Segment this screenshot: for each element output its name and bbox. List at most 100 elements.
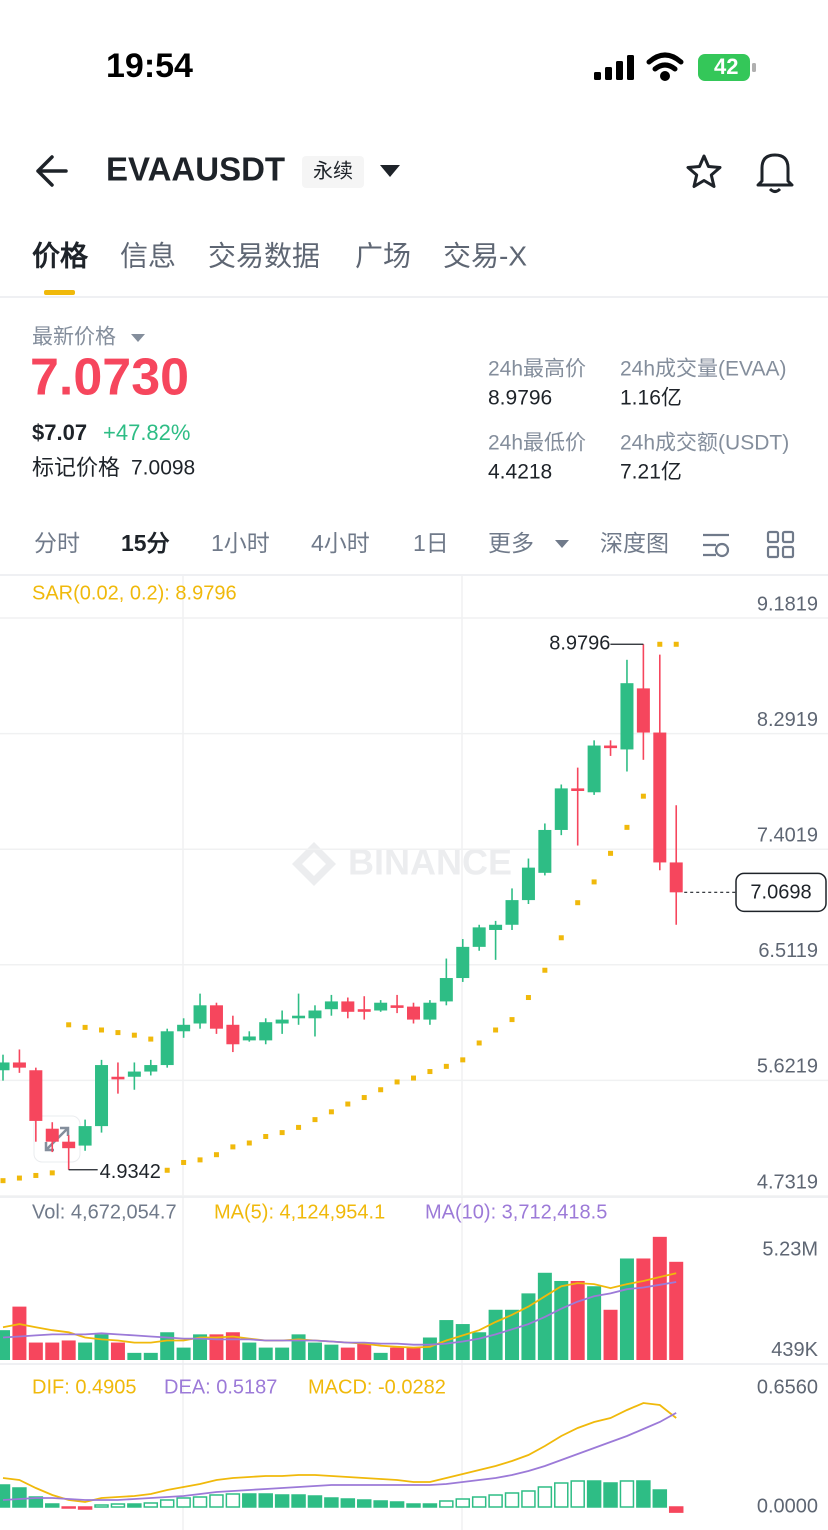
interval[interactable]: 分时 <box>34 530 80 556</box>
candle-body <box>456 946 470 979</box>
macd-bar <box>45 1503 60 1508</box>
volume-bar <box>307 1342 322 1360</box>
back-button[interactable] <box>36 155 68 187</box>
sar-dot <box>131 1032 137 1038</box>
candle-body <box>636 688 650 733</box>
candle-body <box>275 1019 289 1024</box>
sar-dot <box>230 1144 236 1150</box>
volume-bar <box>94 1334 109 1360</box>
last-price: 7.0730 <box>30 349 189 407</box>
legend-entry: MA(10): 3,712,418.5 <box>425 1201 607 1223</box>
stat-value: 8.9796 <box>488 387 552 410</box>
contract-tag-bg <box>302 156 364 188</box>
candle-body <box>193 1005 207 1024</box>
sar-dot <box>476 1040 482 1046</box>
tab[interactable]: 广场 <box>355 240 411 271</box>
macd-bar <box>225 1493 241 1508</box>
macd-bar <box>603 1482 618 1508</box>
volume-bar <box>110 1342 125 1360</box>
volume-bar <box>78 1342 93 1360</box>
sar-dot <box>361 1095 367 1101</box>
candle-body <box>144 1065 158 1072</box>
price-dropdown[interactable] <box>131 334 145 342</box>
volume-bar <box>291 1334 306 1360</box>
candle-body <box>653 732 667 863</box>
volume-bar <box>603 1309 618 1360</box>
sar-dot <box>197 1157 203 1163</box>
volume-bar <box>127 1352 142 1360</box>
battery-level: 42 <box>714 54 738 79</box>
layout-button[interactable] <box>766 530 795 559</box>
sar-dot <box>148 1036 154 1042</box>
candle-body <box>374 1002 388 1011</box>
last-price-box <box>735 872 827 913</box>
volume-bar <box>242 1342 257 1360</box>
watermark: BINANCE <box>292 842 512 886</box>
sar-dot <box>640 793 646 799</box>
volume-bar <box>193 1334 208 1360</box>
ma-line <box>2 1281 677 1346</box>
tab[interactable]: 价格 <box>32 240 89 271</box>
favorite-button[interactable] <box>686 154 722 188</box>
sar-dot <box>608 850 614 856</box>
volume-bar <box>669 1261 684 1360</box>
sar-dot <box>328 1109 334 1115</box>
alert-button[interactable] <box>756 153 794 193</box>
candle-body <box>423 1002 437 1020</box>
volume-bar <box>209 1334 224 1360</box>
macd-bar <box>636 1480 651 1508</box>
y-tick-label: 8.2919 <box>757 709 818 731</box>
candle-body <box>538 829 552 873</box>
volume-bar <box>406 1347 421 1360</box>
macd-bar <box>652 1489 668 1508</box>
symbol[interactable]: EVAAUSDT <box>106 151 285 188</box>
legend-entry: Vol: 4,672,054.7 <box>32 1201 177 1223</box>
clock: 19:54 <box>106 47 193 85</box>
candle-body <box>620 683 634 750</box>
wifi-icon <box>646 52 684 81</box>
candle-body <box>472 927 486 947</box>
symbol-dropdown[interactable] <box>380 165 400 177</box>
volume-bar <box>340 1347 355 1360</box>
interval[interactable]: 1日 <box>413 530 449 556</box>
tab[interactable]: 交易数据 <box>208 240 320 271</box>
candle-body <box>111 1076 125 1080</box>
high-marker: 8.9796 <box>549 633 610 655</box>
interval[interactable]: 15分 <box>121 530 170 556</box>
y-tick-label: 9.1819 <box>757 593 818 615</box>
volume-bar <box>373 1352 388 1360</box>
more-dropdown[interactable] <box>555 540 569 548</box>
macd-bar <box>439 1500 454 1508</box>
macd-bar <box>77 1506 93 1510</box>
interval[interactable]: 4小时 <box>311 530 370 556</box>
stat-value: 4.4218 <box>488 461 552 484</box>
candle-body <box>341 1001 355 1012</box>
usd-price: $7.07 <box>32 420 87 445</box>
sar-dot <box>312 1117 318 1123</box>
interval[interactable]: 更多 <box>488 530 534 556</box>
candle-body <box>292 1015 306 1019</box>
tab[interactable]: 信息 <box>120 240 176 271</box>
candle-body <box>357 1009 371 1012</box>
sar-dot <box>575 900 581 906</box>
tab[interactable]: 交易-X <box>443 240 527 271</box>
candle-body <box>209 1005 223 1029</box>
interval[interactable]: 深度图 <box>600 530 669 556</box>
volume-bar <box>0 1330 10 1360</box>
macd-bar <box>570 1480 585 1508</box>
candle-body <box>62 1141 76 1149</box>
volume-bar <box>143 1352 158 1360</box>
macd-bar <box>521 1490 536 1508</box>
sar-dot <box>427 1069 433 1075</box>
interval[interactable]: 1小时 <box>211 530 270 556</box>
indicator-settings[interactable] <box>703 533 730 558</box>
candle-body <box>45 1128 59 1142</box>
candle-body <box>0 1062 10 1071</box>
y-tick-label: 5.6219 <box>757 1056 818 1078</box>
sar-dot <box>0 1178 6 1184</box>
macd-bar <box>176 1497 191 1508</box>
macd-bar <box>471 1496 487 1508</box>
y-tick-label: 7.4019 <box>757 824 818 846</box>
sar-dot <box>115 1030 121 1036</box>
macd-bar <box>373 1500 388 1508</box>
